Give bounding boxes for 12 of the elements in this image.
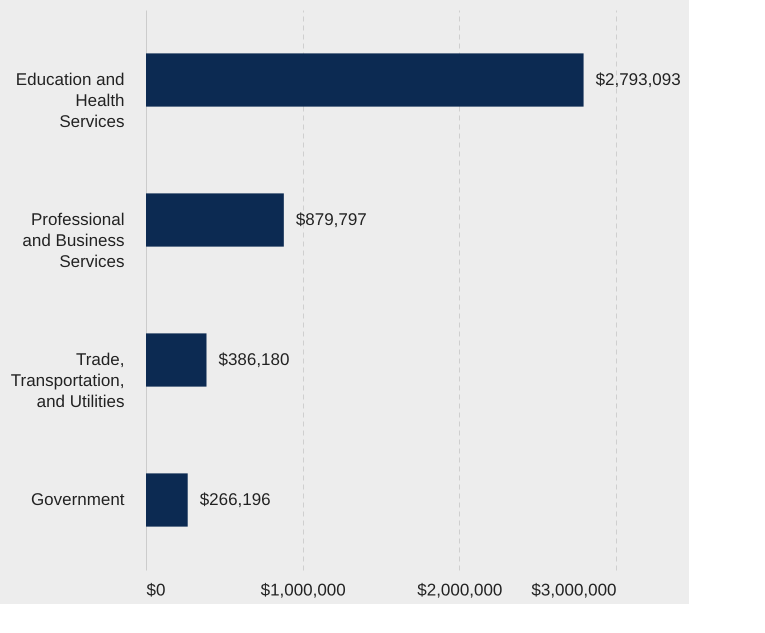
data-label: $879,797 [296,210,367,229]
y-tick-label: Education and Health Services [16,70,124,131]
data-label: $2,793,093 [596,70,681,89]
data-label: $266,196 [200,490,271,509]
x-tick-label: $3,000,000 [531,580,616,600]
data-label: $386,180 [218,350,290,369]
y-tick-label: Trade, Transportation, and Utilities [10,350,124,411]
x-tick-label: $1,000,000 [260,580,346,600]
x-tick-label: $0 [146,580,166,600]
x-tick-label: $2,000,000 [417,580,502,600]
y-tick-label: Government [30,490,125,509]
y-tick-label: Professional and Business Services [22,210,124,271]
